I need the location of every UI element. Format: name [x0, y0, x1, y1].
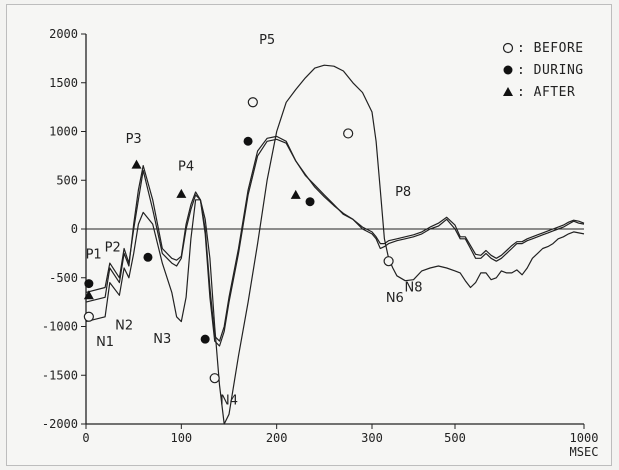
y-tick-label: 2000 [49, 27, 78, 41]
marker-before [502, 42, 514, 54]
marker-after [176, 188, 187, 198]
peak-label: N2 [115, 318, 133, 333]
y-tick-label: -1500 [42, 368, 78, 382]
chart-frame [6, 4, 612, 466]
x-tick-label: 1000 [570, 431, 599, 445]
legend-label: : DURING [517, 63, 584, 78]
marker-before [209, 373, 220, 384]
y-tick-label: 1000 [49, 125, 78, 139]
y-tick-label: -500 [49, 271, 78, 285]
marker-before [83, 311, 94, 322]
marker-after [290, 189, 301, 199]
peak-label: P4 [178, 160, 194, 175]
peak-label: N4 [220, 394, 238, 409]
marker-during [143, 252, 153, 262]
y-tick-label: -2000 [42, 417, 78, 431]
y-tick-label: 0 [71, 222, 78, 236]
marker-during [305, 197, 315, 207]
peak-label: P1 [86, 247, 102, 262]
marker-before [247, 97, 258, 108]
peak-label: P2 [105, 240, 121, 255]
marker-after [503, 87, 513, 96]
peak-label: N8 [405, 280, 423, 295]
x-tick-label: 500 [444, 431, 466, 445]
marker-before [383, 256, 394, 267]
peak-label: P3 [126, 132, 142, 147]
series-line-after [85, 138, 585, 347]
x-tick-label: 0 [82, 431, 89, 445]
chart-series [83, 64, 585, 425]
marker-during [243, 136, 253, 146]
series-line-before [85, 64, 585, 425]
chart-legend: : BEFORE : DURING : AFTER [502, 41, 584, 100]
y-tick-label: 500 [56, 173, 78, 187]
marker-during [84, 279, 94, 289]
x-tick-label: 100 [170, 431, 192, 445]
marker-during [200, 334, 210, 344]
peak-label: N6 [386, 291, 404, 306]
legend-label: : AFTER [517, 85, 575, 100]
y-tick-label: 1500 [49, 76, 78, 90]
peak-label: P5 [259, 33, 275, 48]
peak-label: N1 [96, 335, 114, 350]
series-line-during [85, 135, 585, 342]
peak-label: P8 [395, 185, 411, 200]
marker-during [503, 65, 513, 75]
chart-axes: 2000 1500 1000 500 0 -500 -1000 -1500 -2000 0 100 2… [42, 27, 599, 459]
marker-after [83, 290, 94, 300]
y-tick-label: -1000 [42, 320, 78, 334]
peak-label: N3 [153, 332, 171, 347]
marker-after [131, 159, 142, 169]
x-tick-label: 200 [266, 431, 288, 445]
x-axis-title: MSEC [570, 445, 599, 459]
x-tick-label: 300 [361, 431, 383, 445]
marker-before [343, 128, 354, 139]
legend-label: : BEFORE [517, 41, 584, 56]
